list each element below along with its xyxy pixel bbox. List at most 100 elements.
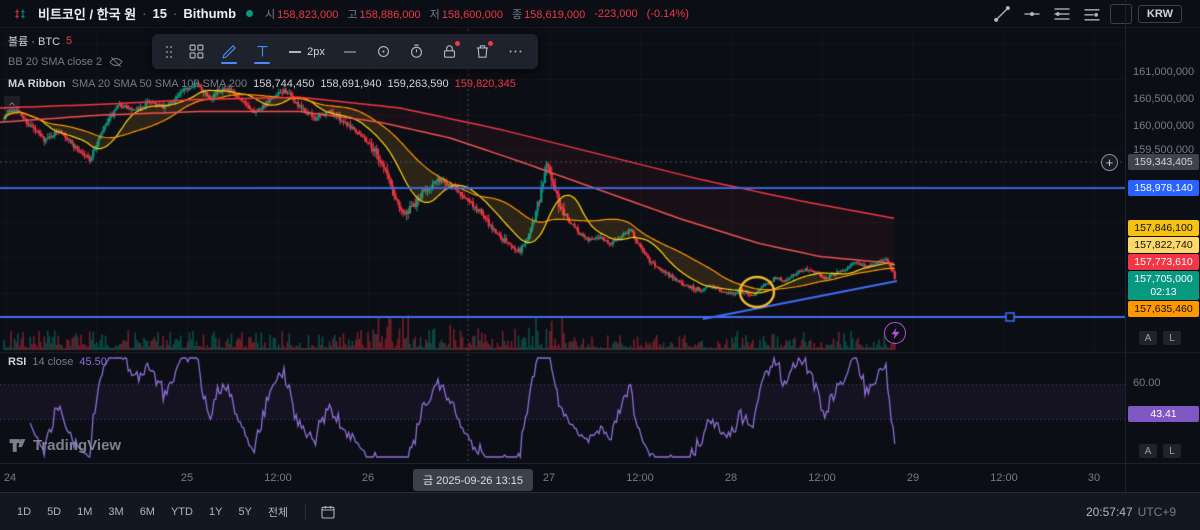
frame-tool-icon[interactable] (1109, 3, 1132, 24)
crosshair-date-badge: 금 2025-09-26 13:15 (412, 469, 534, 491)
crosshair-price-badge: 159,343,405 (1128, 154, 1199, 170)
bb-legend-title: BB 20 SMA close 2 (8, 56, 103, 68)
range-button-5d[interactable]: 5D (47, 505, 62, 518)
clock[interactable]: 20:57:47 (1085, 504, 1133, 519)
range-button-6m[interactable]: 6M (139, 505, 155, 518)
currency-toggle-button[interactable]: KRW (1137, 4, 1182, 23)
favorite-trend-line-tool-icon[interactable] (990, 3, 1014, 25)
bb-legend[interactable]: BB 20 SMA close 2 (8, 55, 124, 69)
close-value: 158,619,000 (524, 8, 586, 21)
change-value: -223,000 (594, 7, 638, 20)
open-label: 시 (265, 8, 276, 21)
time-tick: 26 (361, 472, 375, 484)
favorite-fib-tool-icon[interactable] (1050, 3, 1074, 25)
ma-ribbon-legend[interactable]: MA Ribbon SMA 20 SMA 50 SMA 100 SMA 200 … (8, 78, 516, 90)
rsi-legend[interactable]: RSI 14 close 45.50 (8, 356, 107, 368)
delete-icon[interactable] (469, 39, 495, 65)
market-status-icon[interactable] (246, 10, 254, 17)
range-button-1d[interactable]: 1D (17, 505, 32, 518)
sma20-price-badge: 157,846,100 (1128, 220, 1199, 236)
time-tick: 27 (542, 472, 556, 484)
timer-icon[interactable] (403, 39, 429, 65)
interval-button[interactable]: 15 (152, 6, 167, 21)
time-tick: 28 (724, 472, 738, 484)
tradingview-watermark[interactable]: TradingView (8, 436, 121, 455)
footer-divider (305, 503, 307, 520)
time-axis[interactable]: 24 25 12:00 26 27 12:00 28 12:00 29 12:0… (0, 463, 1200, 492)
layout-grid-icon[interactable] (183, 39, 209, 65)
range-button-ytd[interactable]: YTD (170, 505, 193, 518)
last-price-value: 157,705,000 (1134, 272, 1193, 285)
more-options-icon[interactable] (502, 39, 528, 65)
range-button-1y[interactable]: 1Y (208, 505, 223, 518)
eye-hidden-icon[interactable] (108, 55, 124, 69)
timezone-label[interactable]: UTC+9 (1137, 504, 1176, 519)
range-button-3m[interactable]: 3M (108, 505, 124, 518)
text-color-icon[interactable] (249, 39, 275, 65)
last-price-badge[interactable]: 157,705,000 02:13 (1128, 271, 1199, 300)
title-separator: · (142, 6, 147, 21)
symbol-logo-icon[interactable] (8, 3, 32, 25)
time-tick: 25 (180, 472, 194, 484)
auto-scale-button[interactable]: A (1139, 331, 1157, 345)
time-tick: 30 (1087, 472, 1101, 484)
ma-value-sma50: 158,691,940 (320, 78, 382, 90)
ma-ribbon-title: MA Ribbon (8, 78, 66, 90)
range-button-all[interactable]: 전체 (267, 506, 289, 519)
rsi-log-scale-button[interactable]: L (1163, 444, 1181, 458)
change-percent: (-0.14%) (646, 7, 689, 20)
time-tick: 12:00 (808, 472, 836, 484)
favorite-horizontal-line-tool-icon[interactable] (1020, 3, 1044, 25)
tradingview-logo-icon (9, 439, 26, 452)
drag-handle-icon[interactable] (162, 39, 176, 65)
open-value: 158,823,000 (277, 8, 339, 21)
line-width-label: 2px (307, 45, 325, 58)
price-tick: 159,500,000 (1133, 144, 1195, 156)
symbol-title[interactable]: 비트코인 / 한국 원 (38, 7, 137, 22)
rsi-value-badge: 43.41 (1128, 406, 1199, 422)
quick-trade-lightning-icon[interactable] (884, 322, 906, 344)
title-separator: · (172, 6, 178, 21)
collapse-legend-button[interactable] (4, 96, 20, 112)
watermark-text: TradingView (33, 437, 122, 454)
lock-badge-dot (455, 40, 460, 46)
bar-countdown: 02:13 (1150, 285, 1177, 298)
lock-icon[interactable] (436, 39, 462, 65)
sma100-price-badge: 157,773,610 (1128, 254, 1199, 270)
time-tick: 12:00 (626, 472, 654, 484)
close-label: 종 (511, 8, 523, 21)
price-tick: 160,500,000 (1133, 93, 1195, 105)
exchange-label[interactable]: Bithumb (183, 6, 237, 21)
volume-legend[interactable]: 볼륨 · BTC 5 (8, 33, 72, 49)
add-alert-plus-button[interactable]: + (1101, 154, 1118, 171)
time-tick: 12:00 (990, 472, 1018, 484)
object-drawing-toolbar: 2px (152, 34, 538, 69)
line-width-button[interactable]: 2px (282, 39, 330, 65)
price-tick: 161,000,000 (1133, 66, 1195, 78)
range-button-1m[interactable]: 1M (77, 505, 93, 518)
log-scale-button[interactable]: L (1163, 331, 1181, 345)
rsi-level-tick: 60.00 (1133, 377, 1161, 389)
time-tick: 29 (906, 472, 920, 484)
time-tick: 24 (3, 472, 17, 484)
favorite-pattern-tool-icon[interactable] (1080, 3, 1104, 25)
low-label: 저 (429, 8, 440, 21)
line-style-icon[interactable] (337, 39, 363, 65)
lower-line-price-badge[interactable]: 157,635,460 (1128, 301, 1199, 317)
price-tick: 160,000,000 (1133, 120, 1195, 132)
go-to-date-calendar-icon[interactable] (316, 501, 340, 523)
volume-legend-value: 5 (66, 35, 73, 47)
rsi-legend-params: 14 close (32, 356, 74, 368)
ma-value-sma100: 159,263,590 (387, 78, 449, 90)
settings-ring-icon[interactable] (370, 39, 396, 65)
range-button-5y[interactable]: 5Y (238, 505, 252, 518)
pencil-color-icon[interactable] (216, 39, 242, 65)
horizontal-line-price-badge[interactable]: 158,978,140 (1128, 180, 1199, 196)
low-value: 158,600,000 (441, 8, 503, 21)
rsi-auto-scale-button[interactable]: A (1139, 444, 1157, 458)
price-axis[interactable]: 161,000,000 160,500,000 160,000,000 159,… (1125, 0, 1200, 492)
ma-ribbon-params: SMA 20 SMA 50 SMA 100 SMA 200 (71, 78, 248, 90)
rsi-legend-value: 45.50 (79, 356, 107, 368)
